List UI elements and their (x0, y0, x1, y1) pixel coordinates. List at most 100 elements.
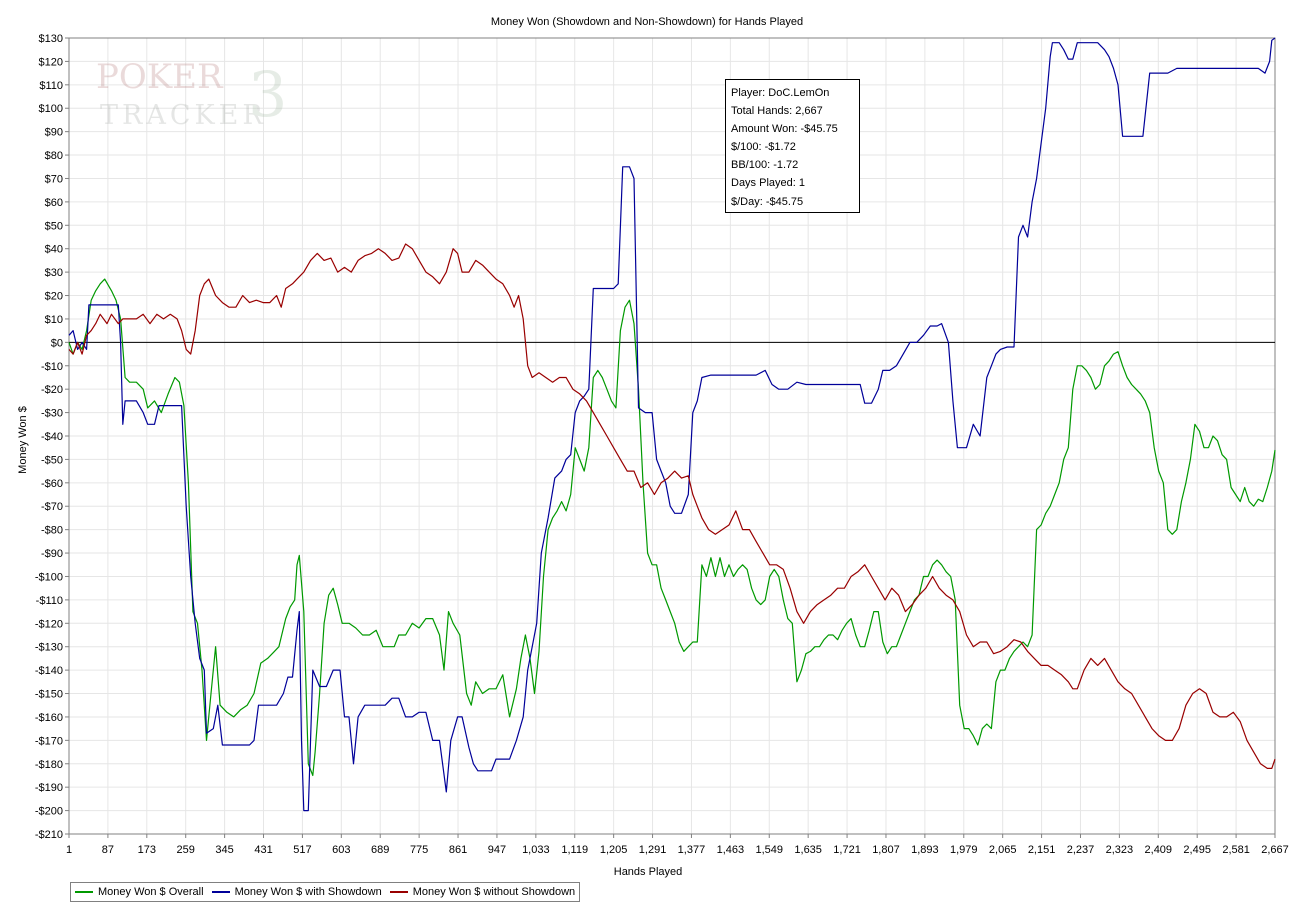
x-tick-label: 1,721 (833, 844, 861, 856)
series-line-1 (68, 37, 1276, 812)
y-tick-label: -$100 (35, 571, 63, 583)
legend-label-showdown: Money Won $ with Showdown (234, 886, 382, 898)
x-tick-label: 517 (293, 844, 311, 856)
y-tick-label: $30 (45, 267, 63, 279)
y-tick-label: -$170 (35, 735, 63, 747)
series-line-2 (68, 243, 1276, 769)
legend-item-nonshowdown[interactable]: Money Won $ without Showdown (389, 886, 576, 898)
y-tick-label: -$210 (35, 829, 63, 841)
x-axis: 1 87 173 259 345 431 517 603 689 775 861 947 1,033 1,… (66, 834, 1289, 856)
y-tick-label: $100 (39, 103, 63, 115)
y-tick-label: -$10 (41, 361, 63, 373)
x-tick-label: 1,463 (717, 844, 745, 856)
stat-dollars-per-day: $/Day: -$45.75 (731, 195, 804, 208)
y-tick-label: -$150 (35, 689, 63, 701)
y-tick-label: $60 (45, 197, 63, 209)
x-tick-label: 2,065 (989, 844, 1017, 856)
x-tick-label: 2,581 (1222, 844, 1250, 856)
stat-bb-per-100: BB/100: -1.72 (731, 159, 799, 172)
x-tick-label: 2,409 (1145, 844, 1173, 856)
y-tick-label: $120 (39, 56, 63, 68)
legend: Money Won $ Overall Money Won $ with Sho… (70, 882, 581, 902)
logo-word-poker: POKER (96, 57, 224, 97)
x-tick-label: 1,119 (561, 844, 588, 856)
logo-digit: 3 (248, 58, 287, 129)
series-layer (68, 37, 1276, 812)
x-tick-label: 861 (449, 844, 467, 856)
series-line-0 (68, 278, 1276, 777)
x-tick-label: 1,635 (794, 844, 822, 856)
x-tick-label: 431 (254, 844, 272, 856)
y-tick-label: -$20 (41, 384, 63, 396)
y-tick-label: -$30 (41, 408, 63, 420)
y-tick-label: -$110 (36, 595, 63, 607)
y-tick-label: -$80 (41, 525, 63, 537)
x-tick-label: 1,377 (678, 844, 706, 856)
y-tick-label: $80 (45, 150, 63, 162)
x-tick-label: 1 (66, 844, 72, 856)
y-tick-label: $70 (45, 173, 63, 185)
y-axis: $130 $120 $110 $100 $90 $80 $70 $60 $50 $40 $30 $20… (35, 33, 69, 841)
y-tick-label: -$40 (41, 431, 63, 443)
y-tick-label: $10 (45, 314, 63, 326)
x-tick-label: 2,323 (1106, 844, 1134, 856)
legend-item-showdown[interactable]: Money Won $ with Showdown (211, 886, 382, 898)
x-tick-label: 1,807 (872, 844, 900, 856)
y-tick-label: -$120 (35, 618, 63, 630)
y-tick-label: $40 (45, 244, 63, 256)
legend-swatch-showdown (211, 891, 230, 893)
y-tick-label: $110 (39, 80, 63, 92)
stat-dollars-per-100: $/100: -$1.72 (731, 141, 796, 154)
grid (68, 37, 1276, 835)
x-tick-label: 1,893 (911, 844, 939, 856)
y-tick-label: -$60 (41, 478, 63, 490)
y-tick-label: -$90 (41, 548, 63, 560)
y-tick-label: $50 (45, 220, 63, 232)
y-tick-label: -$180 (35, 759, 63, 771)
y-tick-label: $130 (39, 33, 63, 45)
y-tick-label: -$130 (35, 642, 63, 654)
x-tick-label: 2,667 (1261, 844, 1289, 856)
x-tick-label: 689 (371, 844, 389, 856)
legend-swatch-overall (75, 891, 93, 893)
x-tick-label: 259 (177, 844, 195, 856)
stat-amount-won: Amount Won: -$45.75 (731, 123, 838, 136)
x-tick-label: 1,549 (755, 844, 783, 856)
x-tick-label: 2,151 (1028, 844, 1056, 856)
legend-item-overall[interactable]: Money Won $ Overall (75, 886, 204, 898)
logo-word-tracker: TRACKER (100, 100, 267, 129)
y-tick-label: $90 (45, 127, 63, 139)
stat-total-hands: Total Hands: 2,667 (731, 105, 823, 118)
y-tick-label: -$140 (35, 665, 63, 677)
x-tick-label: 2,495 (1183, 844, 1211, 856)
y-tick-label: -$190 (35, 782, 63, 794)
legend-swatch-nonshowdown (389, 891, 408, 893)
x-tick-label: 2,237 (1067, 844, 1095, 856)
y-tick-label: -$200 (35, 806, 63, 818)
x-tick-label: 775 (410, 844, 428, 856)
player-stats-box: Player: DoC.LemOn Total Hands: 2,667 Amo… (725, 79, 860, 213)
poker-tracker-logo: POKER TRACKER 3 (96, 57, 287, 129)
x-axis-title: Hands Played (614, 866, 683, 878)
x-tick-label: 1,033 (522, 844, 550, 856)
stat-player: Player: DoC.LemOn (731, 87, 830, 99)
stat-days-played: Days Played: 1 (731, 177, 805, 190)
x-tick-label: 173 (138, 844, 156, 856)
y-tick-label: -$50 (41, 454, 63, 466)
y-tick-label: $20 (45, 291, 63, 303)
legend-label-nonshowdown: Money Won $ without Showdown (412, 886, 576, 898)
x-tick-label: 603 (332, 844, 350, 856)
y-tick-label: $0 (51, 337, 63, 349)
y-tick-label: -$70 (41, 501, 63, 513)
legend-label-overall: Money Won $ Overall (98, 886, 204, 898)
x-tick-label: 1,979 (950, 844, 978, 856)
x-tick-label: 1,205 (600, 844, 628, 856)
x-tick-label: 947 (488, 844, 506, 856)
x-tick-label: 345 (215, 844, 233, 856)
x-tick-label: 1,291 (639, 844, 667, 856)
x-tick-label: 87 (102, 844, 114, 856)
y-tick-label: -$160 (35, 712, 63, 724)
chart-title: Money Won (Showdown and Non-Showdown) fo… (491, 16, 803, 28)
y-axis-title: Money Won $ (17, 406, 29, 474)
